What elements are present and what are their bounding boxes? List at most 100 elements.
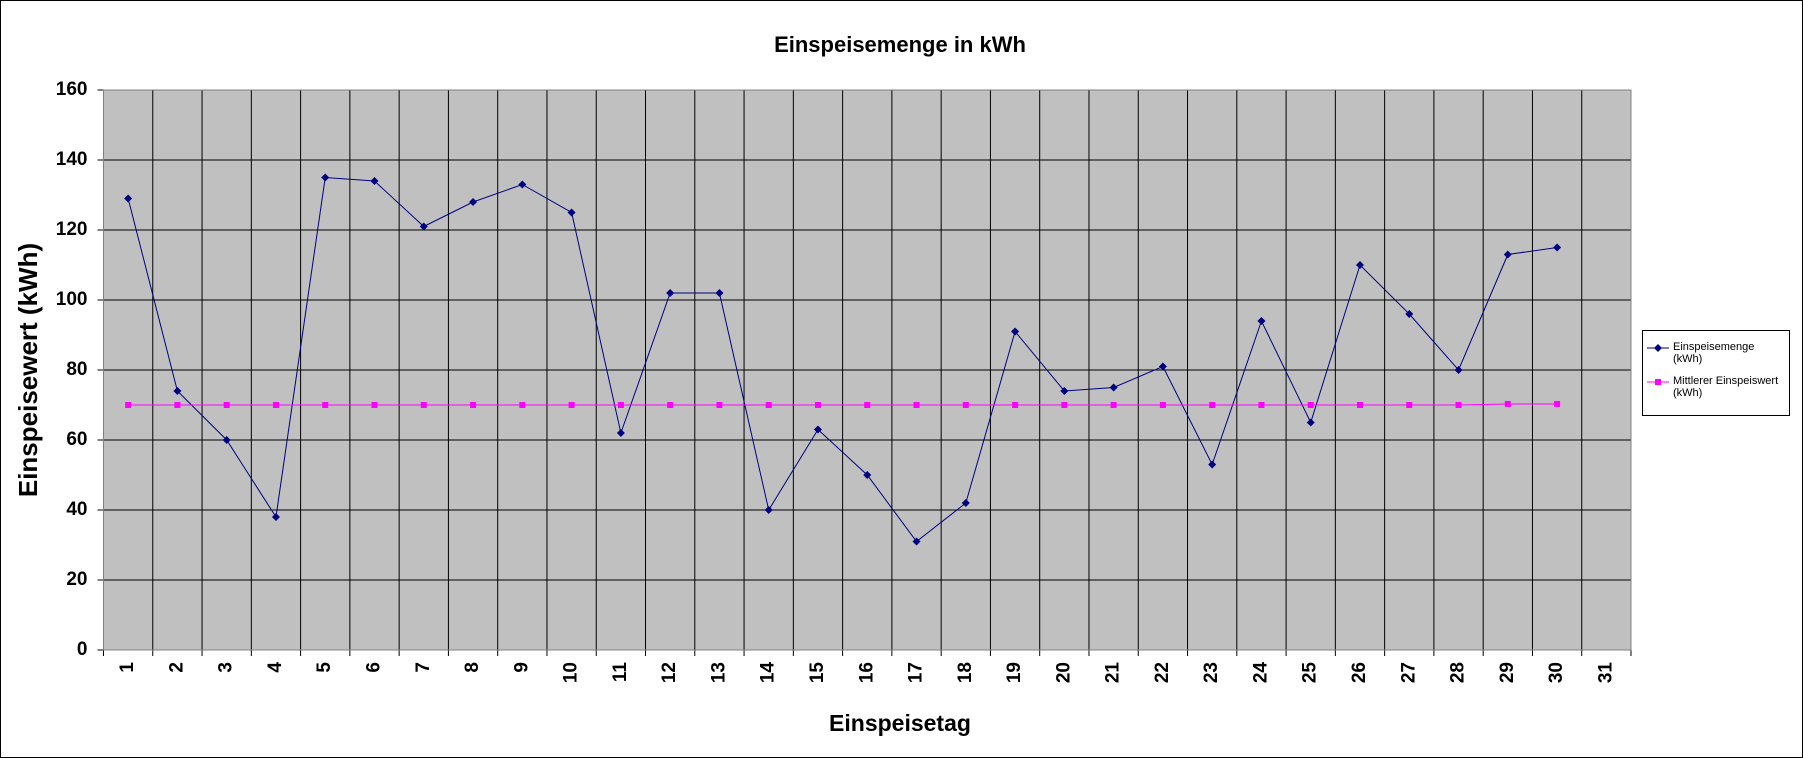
marker bbox=[568, 402, 575, 408]
y-tick-label: 140 bbox=[56, 149, 88, 170]
x-tick-label: 3 bbox=[216, 662, 237, 673]
series-line bbox=[128, 403, 1558, 406]
plot-border bbox=[103, 89, 1632, 651]
marker bbox=[1406, 402, 1413, 408]
x-tick-label: 25 bbox=[1300, 662, 1321, 684]
marker bbox=[321, 173, 330, 182]
marker bbox=[1060, 387, 1069, 395]
legend-entry: Mittlerer Einspeiswert (kWh) bbox=[1647, 375, 1785, 399]
marker bbox=[1356, 402, 1363, 408]
x-tick-label: 2 bbox=[166, 662, 187, 673]
marker bbox=[1307, 402, 1314, 408]
y-tick-label: 120 bbox=[56, 219, 88, 240]
x-tick-label: 29 bbox=[1497, 662, 1518, 683]
y-tick-label: 80 bbox=[66, 359, 87, 380]
x-tick-label: 5 bbox=[314, 662, 335, 673]
marker bbox=[616, 429, 625, 437]
marker bbox=[567, 208, 576, 217]
x-tick-label: 12 bbox=[659, 662, 680, 683]
marker bbox=[223, 402, 230, 408]
marker bbox=[419, 222, 428, 231]
marker bbox=[913, 402, 920, 408]
marker bbox=[1654, 344, 1662, 352]
marker bbox=[1110, 402, 1117, 408]
marker bbox=[1011, 327, 1020, 336]
x-tick-label: 24 bbox=[1250, 662, 1271, 684]
marker bbox=[764, 506, 773, 514]
x-tick-label: 6 bbox=[364, 662, 385, 673]
x-tick-label: 27 bbox=[1398, 662, 1419, 683]
x-tick-label: 17 bbox=[906, 662, 927, 683]
y-tick-label: 40 bbox=[66, 499, 87, 520]
x-tick-label: 15 bbox=[807, 662, 828, 684]
marker bbox=[1306, 418, 1315, 427]
marker bbox=[519, 402, 526, 408]
x-tick-label: 20 bbox=[1053, 662, 1074, 683]
marker bbox=[1158, 362, 1167, 371]
x-tick-label: 16 bbox=[856, 662, 877, 683]
marker bbox=[1504, 400, 1511, 407]
marker bbox=[518, 180, 527, 189]
legend: Einspeisemenge (kWh) Mittlerer Einspeiswe… bbox=[1642, 330, 1790, 416]
x-tick-label: 8 bbox=[462, 662, 483, 673]
y-tick-label: 100 bbox=[56, 289, 88, 310]
x-tick-label: 28 bbox=[1448, 662, 1469, 683]
y-tick-label: 160 bbox=[56, 79, 88, 100]
x-tick-label: 30 bbox=[1546, 662, 1567, 683]
legend-swatch bbox=[1647, 344, 1669, 352]
marker bbox=[912, 537, 921, 546]
marker bbox=[174, 402, 181, 408]
marker bbox=[370, 177, 379, 185]
marker bbox=[1455, 402, 1462, 408]
marker bbox=[371, 402, 378, 408]
marker bbox=[1554, 400, 1561, 407]
marker bbox=[469, 198, 478, 206]
x-axis-label: Einspeisetag bbox=[829, 710, 971, 736]
series-line bbox=[127, 176, 1558, 543]
x-tick-label: 1 bbox=[117, 662, 138, 673]
legend-label: Mittlerer Einspeiswert (kWh) bbox=[1673, 375, 1779, 399]
marker bbox=[1553, 243, 1562, 252]
x-tick-label: 31 bbox=[1595, 662, 1616, 684]
marker bbox=[864, 402, 871, 408]
chart-title: Einspeisemenge in kWh bbox=[774, 32, 1026, 57]
marker bbox=[1209, 402, 1216, 408]
marker bbox=[962, 402, 969, 408]
x-tick-label: 26 bbox=[1349, 662, 1370, 683]
marker bbox=[1257, 317, 1266, 325]
marker bbox=[322, 402, 329, 408]
legend-entry: Einspeisemenge (kWh) bbox=[1647, 341, 1785, 365]
x-tick-label: 11 bbox=[610, 662, 631, 683]
marker bbox=[715, 289, 724, 297]
legend-swatch bbox=[1647, 379, 1669, 385]
marker bbox=[1454, 366, 1463, 374]
marker bbox=[173, 387, 182, 395]
marker bbox=[1503, 250, 1512, 259]
x-tick-label: 14 bbox=[758, 662, 779, 684]
x-tick-label: 4 bbox=[265, 662, 286, 673]
marker bbox=[271, 513, 280, 521]
x-tick-label: 22 bbox=[1152, 662, 1173, 683]
marker bbox=[1159, 402, 1166, 408]
marker bbox=[617, 402, 624, 408]
y-axis-label: Einspeisewert (kWh) bbox=[13, 243, 43, 497]
x-tick-label: 21 bbox=[1103, 662, 1124, 684]
marker bbox=[1061, 402, 1068, 408]
marker bbox=[1405, 310, 1414, 318]
marker bbox=[667, 402, 674, 408]
x-tick-label: 9 bbox=[511, 662, 532, 673]
marker bbox=[1208, 460, 1217, 469]
marker bbox=[1655, 379, 1661, 385]
y-tick-label: 20 bbox=[66, 569, 87, 590]
marker bbox=[1109, 383, 1118, 392]
marker bbox=[124, 194, 133, 203]
marker bbox=[470, 402, 477, 408]
legend-label: Einspeisemenge (kWh) bbox=[1673, 341, 1755, 365]
marker bbox=[765, 402, 772, 408]
marker bbox=[1355, 261, 1364, 269]
marker bbox=[813, 425, 822, 434]
y-tick-label: 0 bbox=[77, 639, 88, 660]
x-tick-label: 18 bbox=[955, 662, 976, 683]
marker bbox=[272, 402, 279, 408]
